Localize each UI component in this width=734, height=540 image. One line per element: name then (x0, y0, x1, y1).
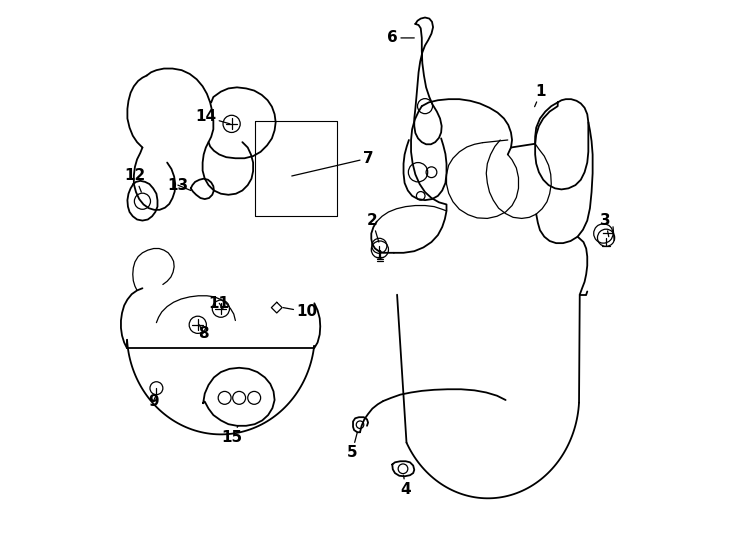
Text: 11: 11 (208, 296, 230, 311)
Text: 13: 13 (167, 178, 191, 193)
Text: 7: 7 (292, 151, 374, 176)
Text: 2: 2 (367, 213, 379, 242)
Text: 1: 1 (534, 84, 546, 107)
Text: 3: 3 (600, 213, 611, 237)
Text: 6: 6 (388, 30, 414, 45)
Text: 10: 10 (283, 305, 317, 319)
Text: 5: 5 (346, 432, 357, 460)
Text: 15: 15 (221, 426, 242, 445)
Text: 4: 4 (400, 475, 411, 497)
Text: 8: 8 (198, 325, 208, 341)
Text: 12: 12 (124, 168, 145, 192)
Text: 14: 14 (195, 110, 230, 124)
Text: 9: 9 (148, 394, 159, 409)
